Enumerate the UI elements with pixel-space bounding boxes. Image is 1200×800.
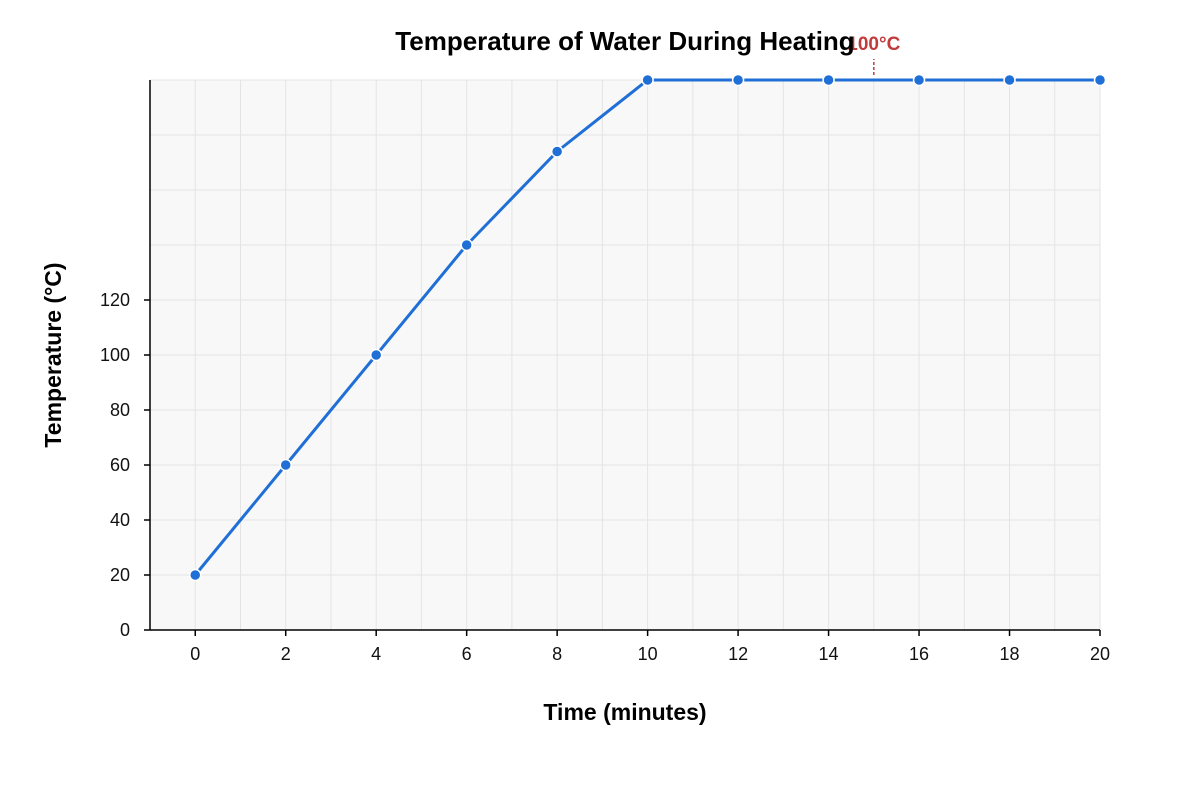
- data-point: [912, 73, 926, 87]
- x-tick-label: 0: [190, 644, 200, 664]
- series-layer: [188, 73, 1107, 582]
- x-tick-label: 20: [1090, 644, 1110, 664]
- y-tick-label: 60: [110, 455, 130, 475]
- y-tick-label: 0: [120, 620, 130, 640]
- data-point: [822, 73, 835, 87]
- data-point: [1003, 73, 1016, 87]
- x-axis-label: Time (minutes): [543, 699, 706, 725]
- y-axis-label: Temperature (°C): [40, 262, 66, 447]
- y-tick-label: 20: [110, 565, 130, 585]
- chart-title: Temperature of Water During Heating: [395, 26, 854, 56]
- y-tick-label: 100: [100, 345, 130, 365]
- data-point: [731, 73, 745, 87]
- data-point: [188, 568, 202, 582]
- annotation-label: 100°C: [847, 34, 900, 55]
- x-tick-label: 16: [909, 644, 929, 664]
- y-tick-label: 120: [100, 290, 130, 310]
- y-tick-label: 80: [110, 400, 130, 420]
- annotations-layer: 100°C: [847, 34, 901, 75]
- x-tick-label: 8: [552, 644, 562, 664]
- x-tick-label: 4: [371, 644, 381, 664]
- y-tick-label: 40: [110, 510, 130, 530]
- x-tick-label: 6: [462, 644, 472, 664]
- data-point: [369, 348, 383, 362]
- x-tick-label: 12: [728, 644, 748, 664]
- x-tick-label: 14: [819, 644, 839, 664]
- data-point: [279, 458, 292, 472]
- x-tick-label: 2: [281, 644, 291, 664]
- ticks: 0 2 4 6 8 10 12 14 16 18 20 0 20 40 60 80 100 120: [100, 290, 1110, 664]
- x-tick-label: 18: [1000, 644, 1020, 664]
- data-point: [460, 238, 473, 252]
- grid-lines: [150, 79, 1101, 630]
- data-point: [1093, 73, 1107, 87]
- x-tick-label: 10: [638, 644, 658, 664]
- data-point: [550, 145, 564, 158]
- data-point: [641, 73, 654, 87]
